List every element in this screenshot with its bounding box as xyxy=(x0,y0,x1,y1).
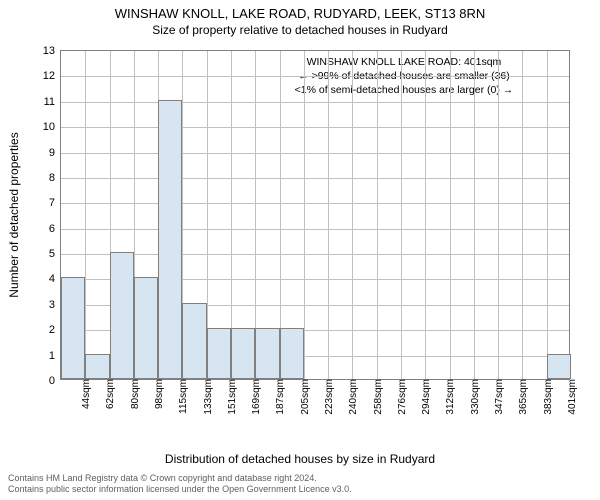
histogram-bar xyxy=(110,252,134,379)
x-tick-label: 294sqm xyxy=(417,379,432,415)
y-tick-label: 10 xyxy=(43,121,61,133)
x-tick-label: 62sqm xyxy=(101,379,116,409)
x-tick-label: 383sqm xyxy=(539,379,554,415)
plot-region: WINSHAW KNOLL LAKE ROAD: 401sqm ← >99% o… xyxy=(60,50,570,380)
y-tick-label: 6 xyxy=(49,223,61,235)
title-line-2: Size of property relative to detached ho… xyxy=(0,23,600,37)
y-tick-label: 3 xyxy=(49,299,61,311)
x-tick-label: 276sqm xyxy=(393,379,408,415)
x-tick-label: 365sqm xyxy=(514,379,529,415)
gridline-v xyxy=(377,51,378,379)
x-tick-label: 205sqm xyxy=(296,379,311,415)
y-tick-label: 7 xyxy=(49,197,61,209)
gridline-h xyxy=(61,254,569,255)
histogram-bar xyxy=(231,328,255,379)
y-tick-label: 8 xyxy=(49,172,61,184)
y-tick-label: 11 xyxy=(44,96,61,108)
x-axis-label: Distribution of detached houses by size … xyxy=(0,452,600,466)
gridline-h xyxy=(61,76,569,77)
x-tick-label: 258sqm xyxy=(369,379,384,415)
gridline-v xyxy=(304,51,305,379)
gridline-v xyxy=(450,51,451,379)
title-line-1: WINSHAW KNOLL, LAKE ROAD, RUDYARD, LEEK,… xyxy=(0,6,600,21)
y-tick-label: 0 xyxy=(49,375,61,387)
y-tick-label: 12 xyxy=(43,70,61,82)
y-tick-label: 5 xyxy=(49,248,61,260)
x-tick-label: 240sqm xyxy=(344,379,359,415)
x-tick-label: 115sqm xyxy=(174,379,189,414)
gridline-h xyxy=(61,203,569,204)
x-tick-label: 44sqm xyxy=(77,379,92,409)
histogram-bar xyxy=(85,354,109,379)
x-tick-label: 80sqm xyxy=(126,379,141,409)
gridline-h xyxy=(61,127,569,128)
gridline-v xyxy=(85,51,86,379)
y-tick-label: 9 xyxy=(49,147,61,159)
y-tick-label: 13 xyxy=(43,45,61,57)
histogram-bar xyxy=(280,328,304,379)
x-tick-label: 133sqm xyxy=(199,379,214,415)
x-tick-label: 187sqm xyxy=(271,379,286,415)
title-block: WINSHAW KNOLL, LAKE ROAD, RUDYARD, LEEK,… xyxy=(0,0,600,37)
x-tick-label: 330sqm xyxy=(466,379,481,415)
gridline-v xyxy=(498,51,499,379)
histogram-bar xyxy=(207,328,231,379)
x-tick-label: 98sqm xyxy=(150,379,165,409)
gridline-v xyxy=(547,51,548,379)
gridline-v xyxy=(522,51,523,379)
y-axis-label: Number of detached properties xyxy=(7,132,21,297)
gridline-v xyxy=(328,51,329,379)
histogram-bar xyxy=(182,303,206,379)
footer: Contains HM Land Registry data © Crown c… xyxy=(8,473,352,496)
gridline-v xyxy=(474,51,475,379)
gridline-h xyxy=(61,229,569,230)
histogram-bar xyxy=(547,354,571,379)
gridline-h xyxy=(61,153,569,154)
x-tick-label: 347sqm xyxy=(490,379,505,415)
chart-area: WINSHAW KNOLL LAKE ROAD: 401sqm ← >99% o… xyxy=(60,50,570,410)
gridline-h xyxy=(61,102,569,103)
footer-line-2: Contains public sector information licen… xyxy=(8,484,352,496)
y-tick-label: 2 xyxy=(49,324,61,336)
x-tick-label: 169sqm xyxy=(247,379,262,415)
gridline-v xyxy=(352,51,353,379)
footer-line-1: Contains HM Land Registry data © Crown c… xyxy=(8,473,352,485)
x-tick-label: 151sqm xyxy=(223,379,238,415)
x-tick-label: 223sqm xyxy=(320,379,335,415)
histogram-bar xyxy=(134,277,158,379)
y-tick-label: 4 xyxy=(49,273,61,285)
x-tick-label: 401sqm xyxy=(563,379,578,415)
histogram-bar xyxy=(61,277,85,379)
gridline-h xyxy=(61,178,569,179)
x-tick-label: 312sqm xyxy=(441,379,456,415)
histogram-bar xyxy=(255,328,279,379)
gridline-v xyxy=(401,51,402,379)
histogram-bar xyxy=(158,100,182,379)
gridline-v xyxy=(425,51,426,379)
y-tick-label: 1 xyxy=(49,350,61,362)
